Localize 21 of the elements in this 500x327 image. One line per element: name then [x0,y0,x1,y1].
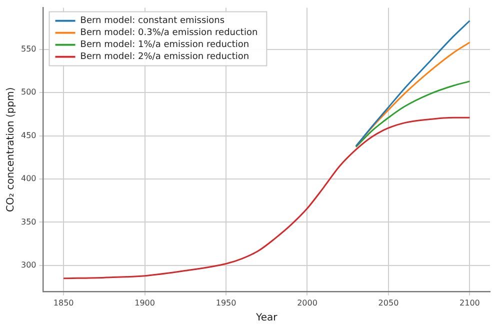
legend-label: Bern model: 0.3%/a emission reduction [80,28,258,38]
x-tick-label: 1950 [216,298,236,308]
x-tick-label: 1850 [53,298,74,308]
x-tick-label: 2100 [460,298,480,308]
line-series [62,116,470,280]
line-series [355,20,470,147]
legend-label: Bern model: 1%/a emission reduction [80,40,250,50]
x-tick-label: 2050 [378,298,399,308]
y-tick-label: 450 [20,130,36,140]
y-tick-label: 500 [20,88,36,97]
x-tick-label: 1900 [134,298,155,308]
line-series [355,80,470,148]
legend-label: Bern model: 2%/a emission reduction [80,52,250,62]
x-tick-label: 2000 [297,298,318,308]
y-tick-label: 300 [20,260,36,270]
x-axis-title: Year [255,312,278,324]
y-axis-title: CO₂ concentration (ppm) [6,87,17,212]
y-tick-label: 350 [20,217,36,226]
y-tick-label: 400 [20,174,36,184]
y-tick-label: 550 [20,44,36,54]
legend-label: Bern model: constant emissions [80,16,225,26]
